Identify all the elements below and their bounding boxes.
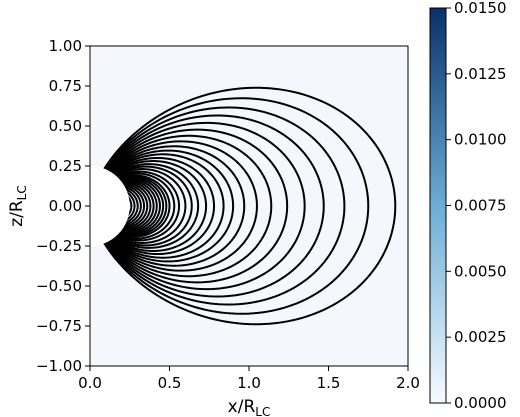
y-tick-label: −1.00 — [36, 357, 82, 375]
x-tick-label: 0.5 — [158, 374, 182, 392]
field-line — [90, 134, 273, 278]
x-axis-label: x/RLC — [228, 397, 271, 417]
star-disc — [90, 166, 130, 246]
x-tick-label: 1.0 — [237, 374, 261, 392]
x-axis: 0.0 0.5 1.0 1.5 2.0 — [78, 366, 420, 392]
y-axis-label: z/RLC — [7, 185, 29, 227]
x-tick-label: 1.5 — [317, 374, 341, 392]
y-tick-label: 0.50 — [49, 117, 82, 135]
x-tick-label: 2.0 — [396, 374, 420, 392]
colorbar-tick-label: 0.0000 — [454, 394, 507, 412]
colorbar-tick-label: 0.0125 — [454, 65, 507, 83]
colorbar-tick-label: 0.0150 — [454, 0, 507, 17]
y-tick-label: −0.75 — [36, 317, 82, 335]
y-tick-label: 0.00 — [49, 197, 82, 215]
field-line — [90, 121, 306, 291]
field-line — [90, 140, 258, 272]
field-line — [90, 106, 346, 306]
colorbar-tick-label: 0.0050 — [454, 262, 507, 280]
y-tick-label: −0.25 — [36, 237, 82, 255]
star-region — [90, 166, 130, 246]
x-tick-label: 0.0 — [78, 374, 102, 392]
y-tick-label: −0.50 — [36, 277, 82, 295]
field-line — [90, 97, 370, 315]
colorbar-tick-label: 0.0100 — [454, 131, 507, 149]
field-line — [90, 128, 289, 284]
y-tick-label: 0.75 — [49, 77, 82, 95]
y-tick-label: 0.25 — [49, 157, 82, 175]
y-axis: 1.00 0.75 0.50 0.25 0.00 −0.25 −0.50 −0.75 −1.00 — [36, 37, 90, 375]
colorbar — [429, 7, 447, 404]
y-tick-label: 1.00 — [49, 37, 82, 55]
field-line — [90, 114, 325, 298]
colorbar-tick-label: 0.0025 — [454, 328, 507, 346]
colorbar-axis: 0.0150 0.0125 0.0100 0.0075 0.0050 0.0025 0.00… — [446, 0, 507, 412]
colorbar-tick-label: 0.0075 — [454, 197, 507, 215]
field-line — [90, 86, 397, 326]
